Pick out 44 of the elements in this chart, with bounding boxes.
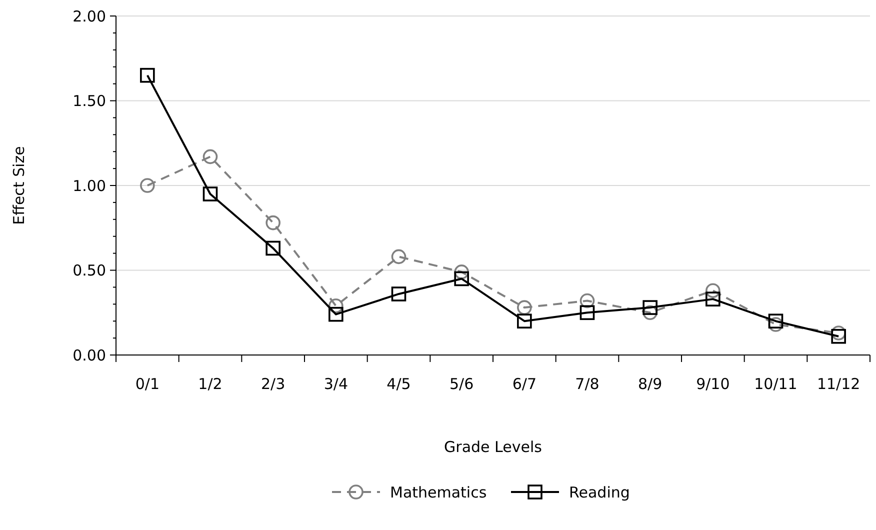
x-tick-label: 10/11 — [754, 375, 798, 393]
x-tick-label: 8/9 — [638, 375, 662, 393]
y-axis-title: Effect Size — [10, 146, 28, 225]
legend-label: Mathematics — [390, 483, 487, 502]
x-tick-label: 0/1 — [135, 375, 160, 393]
point — [768, 314, 784, 328]
x-axis-title: Grade Levels — [444, 438, 542, 456]
x-tick-label: 2/3 — [261, 375, 286, 393]
point — [642, 305, 658, 320]
y-tick-label: 1.50 — [72, 92, 106, 110]
x-tick-label: 1/2 — [198, 375, 222, 393]
point — [391, 249, 406, 264]
point — [768, 317, 784, 332]
y-tick-label: 0.50 — [72, 262, 106, 280]
point — [202, 186, 218, 202]
point — [391, 286, 406, 302]
point — [706, 292, 720, 306]
point — [140, 178, 155, 193]
x-tick-label: 3/4 — [324, 375, 348, 393]
point — [580, 305, 595, 320]
legend-label: Reading — [569, 483, 630, 502]
point — [831, 328, 846, 344]
point — [202, 149, 218, 164]
point — [328, 298, 344, 314]
point — [706, 283, 720, 298]
point — [642, 300, 658, 315]
point — [517, 300, 532, 315]
point — [266, 215, 280, 230]
point — [454, 264, 469, 280]
x-tick-label: 6/7 — [512, 375, 536, 393]
y-tick-label: 1.00 — [72, 176, 106, 195]
x-tick-label: 4/5 — [386, 375, 411, 393]
y-tick-label: 0.00 — [72, 346, 106, 364]
x-tick-label: 7/8 — [575, 375, 600, 393]
x-tick-label: 5/6 — [450, 375, 474, 393]
point — [454, 271, 469, 286]
point — [580, 293, 595, 308]
point — [140, 68, 155, 83]
y-tick-label: 2.00 — [72, 7, 106, 26]
point — [517, 314, 532, 328]
point — [328, 306, 344, 322]
x-tick-label: 9/10 — [696, 375, 730, 393]
point — [266, 240, 280, 256]
x-tick-label: 11/12 — [816, 375, 860, 393]
